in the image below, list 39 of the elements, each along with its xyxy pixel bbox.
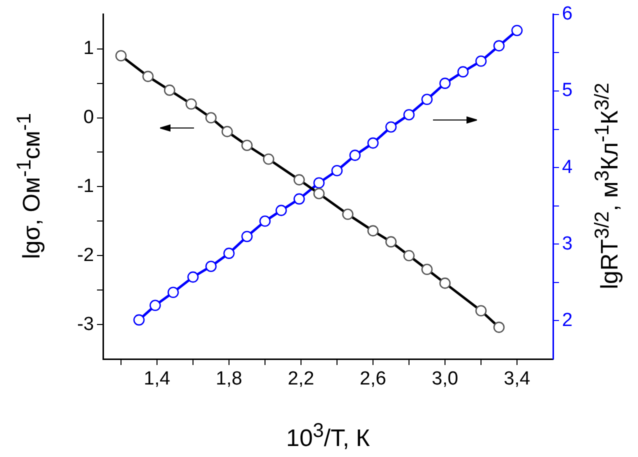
x-tick-label: 3,0 — [432, 368, 458, 390]
point — [439, 78, 451, 89]
y2-tick-label: 3 — [562, 233, 573, 254]
x-tick-label: 2,6 — [360, 368, 386, 390]
point — [294, 193, 305, 205]
point — [187, 271, 199, 283]
point — [331, 164, 343, 176]
point — [313, 177, 325, 189]
point — [421, 94, 433, 106]
y2-tick-label: 2 — [562, 310, 573, 331]
x-axis-title: 10$^{3}$/T, К — [286, 420, 370, 453]
point — [457, 66, 469, 78]
point — [150, 300, 161, 312]
point — [133, 314, 145, 326]
point — [403, 109, 415, 120]
x-tick-label: 1,8 — [216, 368, 242, 390]
point — [223, 248, 235, 259]
y-tick-label: -1 — [77, 176, 94, 197]
point — [385, 121, 397, 133]
y-tick-label: -3 — [77, 314, 94, 335]
point — [276, 204, 287, 216]
x-tick-label: 3,4 — [504, 368, 531, 390]
y-tick-label: 1 — [83, 38, 94, 60]
point — [511, 24, 523, 36]
point — [259, 216, 271, 227]
point — [493, 40, 505, 52]
y2-tick-label: 5 — [562, 80, 573, 102]
point — [205, 260, 217, 272]
y-tick-label: -2 — [77, 244, 94, 266]
y-tick-label: 0 — [83, 107, 94, 128]
x-tick-label: 2,2 — [288, 368, 314, 390]
point — [349, 150, 361, 161]
y2-tick-label: 6 — [562, 4, 573, 25]
point — [475, 55, 487, 67]
point — [367, 137, 379, 149]
point — [241, 230, 253, 242]
x-tick-label: 1,4 — [144, 368, 171, 390]
point — [168, 286, 179, 298]
y2-tick-label: 4 — [562, 156, 573, 178]
